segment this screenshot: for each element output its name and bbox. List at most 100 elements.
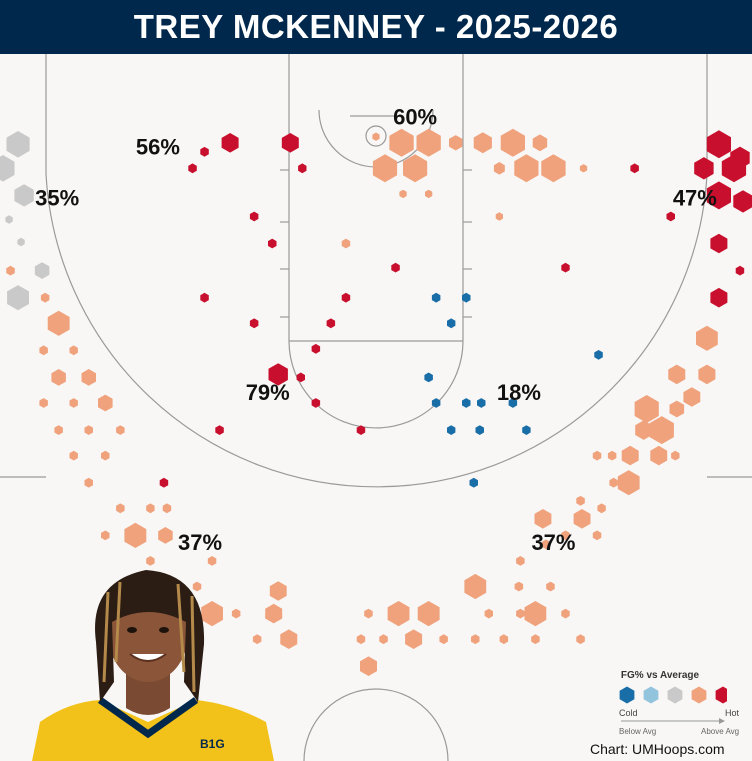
- shot-hex: [84, 425, 93, 435]
- shot-hex: [40, 292, 50, 303]
- shot-hex: [683, 387, 701, 407]
- shot-hex: [69, 450, 78, 461]
- jersey-trim: [97, 697, 199, 739]
- shot-hex: [265, 603, 283, 624]
- shot-hex: [561, 262, 570, 273]
- center-circle: [303, 688, 449, 761]
- shot-hex: [0, 155, 15, 182]
- zone-fg-label: 47%: [673, 186, 717, 211]
- shot-hex: [54, 425, 63, 435]
- shot-hex: [516, 556, 525, 566]
- shot-hex: [69, 398, 78, 408]
- shot-hex: [609, 477, 618, 488]
- shot-hex: [471, 634, 480, 645]
- shot-hex: [47, 310, 70, 336]
- shot-hex: [296, 372, 305, 383]
- shot-hex: [356, 634, 366, 645]
- shot-hex: [561, 608, 570, 619]
- legend-swatch: [667, 686, 683, 704]
- shot-hex: [207, 556, 217, 566]
- shot-hex: [81, 369, 96, 386]
- shot-hex: [372, 132, 380, 141]
- shot-hex: [473, 132, 492, 154]
- shot-hex: [477, 398, 486, 408]
- shot-hex: [449, 135, 463, 151]
- legend-high-label: Hot: [725, 708, 740, 718]
- shot-hex: [464, 573, 487, 600]
- shot-hex: [364, 608, 373, 619]
- shot-hex: [391, 262, 400, 273]
- shot-hex: [188, 163, 197, 174]
- shot-hex: [447, 425, 456, 435]
- shot-hex: [268, 238, 277, 249]
- shot-hex: [484, 608, 493, 619]
- zone-fg-label: 37%: [531, 530, 575, 555]
- shot-hex: [162, 503, 172, 514]
- shot-hex: [252, 634, 262, 645]
- shot-hex: [39, 398, 48, 408]
- shot-hex: [101, 530, 110, 541]
- shot-hex: [417, 601, 440, 627]
- shot-hex: [379, 634, 388, 645]
- shot-hex: [280, 629, 298, 649]
- shot-hex: [668, 364, 686, 385]
- shot-hex: [597, 503, 606, 514]
- shot-hex: [39, 345, 48, 356]
- shot-hex: [516, 608, 525, 619]
- shot-hex: [500, 128, 525, 157]
- shot-hex: [399, 189, 407, 199]
- shot-hex: [249, 318, 259, 329]
- shot-hex: [200, 292, 209, 303]
- shot-hex: [534, 509, 552, 529]
- legend-low-label: Cold: [619, 708, 638, 718]
- shot-hex: [6, 265, 15, 276]
- shot-hex: [635, 420, 653, 440]
- shot-hex: [200, 146, 209, 157]
- legend-color-scale: [619, 686, 727, 704]
- hair-highlights: [102, 581, 196, 693]
- shot-hex: [531, 634, 540, 645]
- shot-hex: [249, 211, 259, 222]
- zone-fg-label: 35%: [35, 186, 79, 211]
- shot-hex: [69, 345, 78, 356]
- shot-hex: [495, 212, 503, 221]
- zone-labels: 60% 56% 35% 47% 79% 18% 37% 37%: [35, 104, 717, 555]
- shot-hex: [281, 133, 299, 153]
- shot-hex: [493, 162, 505, 175]
- shot-hex: [360, 656, 377, 676]
- shot-hex: [98, 394, 113, 412]
- shot-hex: [221, 133, 239, 153]
- shot-hex: [594, 350, 603, 360]
- shot-hex: [621, 445, 639, 466]
- jersey-logo: B1G: [200, 737, 225, 751]
- three-point-arc: [45, 173, 708, 488]
- shot-hex: [439, 634, 448, 645]
- shot-hex: [192, 581, 202, 592]
- shot-hex: [416, 128, 441, 157]
- shot-hex: [508, 398, 518, 408]
- shot-hex: [462, 292, 471, 303]
- shot-hex: [532, 134, 548, 152]
- shot-hex: [469, 477, 478, 488]
- shot-hex: [17, 237, 25, 247]
- shot-hex: [387, 601, 410, 627]
- smile: [129, 653, 167, 662]
- half-court: 60% 56% 35% 47% 79% 18% 37% 37%: [0, 54, 752, 761]
- zone-fg-label: 60%: [393, 104, 437, 129]
- shot-hex: [462, 398, 471, 408]
- shot-hex: [34, 262, 50, 279]
- shot-hex: [524, 601, 547, 627]
- shot-hex: [650, 445, 668, 466]
- shot-hex: [51, 369, 66, 386]
- legend-swatch: [619, 686, 635, 704]
- shot-hex: [576, 495, 585, 506]
- shot-hex: [159, 477, 169, 488]
- shot-hex: [514, 154, 539, 183]
- shot-hex: [698, 364, 716, 385]
- legend: FG% vs Average Cold Hot Below Avg Above …: [605, 668, 740, 738]
- shot-hex: [735, 265, 745, 276]
- shot-hex: [389, 128, 414, 157]
- shot-hex: [592, 530, 602, 541]
- shot-hex: [573, 509, 591, 529]
